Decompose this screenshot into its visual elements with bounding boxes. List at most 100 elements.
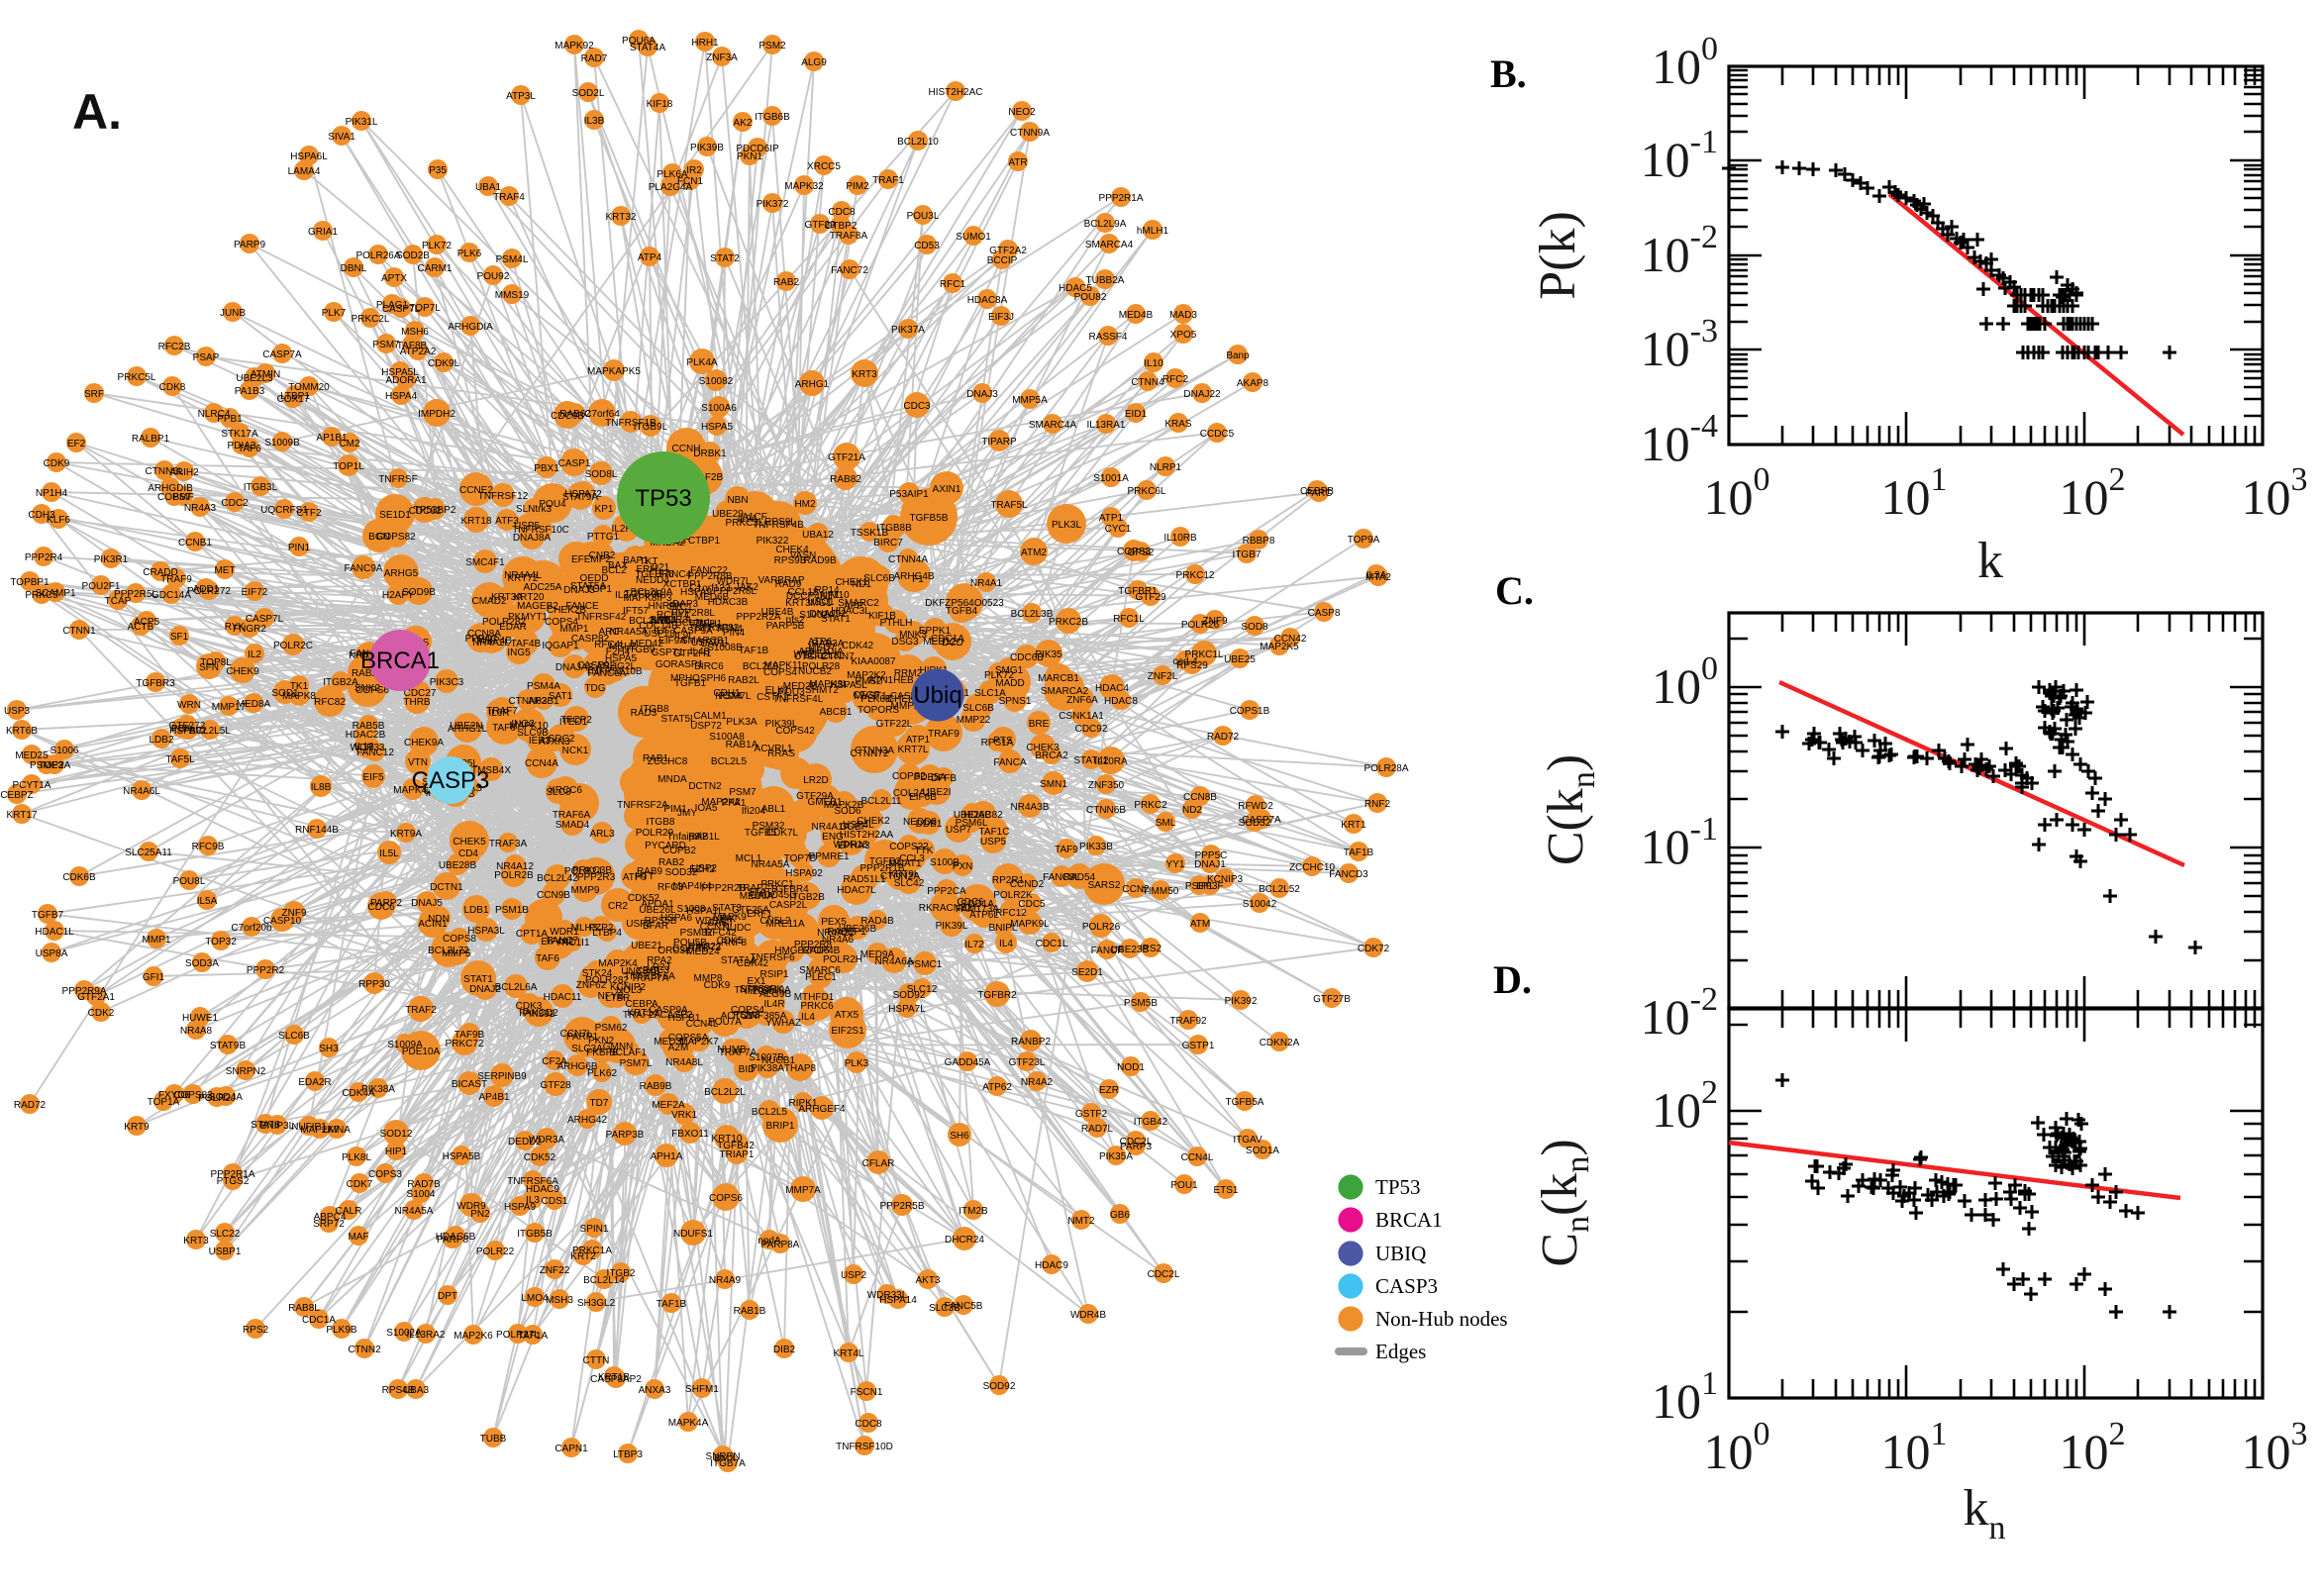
svg-text:STAT2: STAT2 (710, 253, 740, 264)
svg-text:ATXN3: ATXN3 (539, 737, 570, 748)
svg-text:CEBPA: CEBPA (625, 999, 657, 1010)
svg-text:ARHGEF4: ARHGEF4 (798, 1104, 846, 1115)
svg-text:NFYB: NFYB (598, 991, 625, 1002)
svg-text:SDC2: SDC2 (549, 734, 575, 745)
svg-text:COPS6: COPS6 (709, 1193, 743, 1204)
svg-text:CN5L2: CN5L2 (759, 916, 791, 927)
svg-text:RAB3A: RAB3A (812, 639, 845, 649)
svg-text:IL8B: IL8B (311, 782, 332, 793)
svg-text:S1009B: S1009B (264, 438, 300, 449)
svg-text:CCN8B: CCN8B (1183, 792, 1217, 803)
svg-text:HDAC82: HDAC82 (963, 810, 1003, 821)
svg-text:ATP1: ATP1 (1099, 513, 1124, 524)
svg-text:UBE29: UBE29 (712, 509, 744, 520)
svg-text:CTNN5L: CTNN5L (146, 466, 184, 477)
svg-text:PARC: PARC (1305, 488, 1332, 499)
svg-text:FCN1: FCN1 (677, 176, 704, 187)
svg-text:CDK72: CDK72 (1358, 944, 1390, 954)
svg-text:S100A6: S100A6 (701, 403, 737, 414)
svg-text:MAP2K6: MAP2K6 (454, 1331, 493, 1342)
svg-text:STP53RK: STP53RK (740, 984, 784, 995)
svg-text:MSH3: MSH3 (546, 1295, 573, 1306)
svg-text:RTN4: RTN4 (717, 624, 743, 635)
svg-text:WDR3A: WDR3A (529, 1135, 564, 1146)
svg-text:PPP2R1A: PPP2R1A (210, 1169, 254, 1180)
svg-text:MED24: MED24 (686, 947, 720, 957)
svg-text:APH1A: APH1A (651, 1151, 683, 1162)
svg-text:PRKC72: PRKC72 (446, 1039, 484, 1049)
svg-text:USP2: USP2 (691, 863, 718, 874)
svg-text:RAB5B: RAB5B (353, 721, 385, 732)
svg-text:SOD8: SOD8 (1241, 622, 1268, 633)
svg-text:A2M: A2M (668, 1043, 689, 1053)
svg-text:KCNIP2: KCNIP2 (610, 982, 647, 993)
svg-text:10-1: 10-1 (1641, 124, 1718, 187)
svg-text:ARL3: ARL3 (589, 829, 614, 840)
svg-text:RP14: RP14 (814, 585, 839, 596)
svg-text:IL2RG: IL2RG (612, 524, 641, 535)
svg-text:RFWD2: RFWD2 (1238, 801, 1273, 812)
svg-text:GDC14A: GDC14A (152, 590, 191, 601)
svg-text:PLK3L: PLK3L (1052, 520, 1081, 531)
svg-text:NDUFS1: NDUFS1 (673, 1229, 713, 1240)
svg-text:TOP1L: TOP1L (333, 461, 364, 472)
svg-text:BNIPL: BNIPL (989, 923, 1018, 934)
svg-text:TOP8L: TOP8L (200, 657, 232, 668)
svg-text:FANC8L: FANC8L (1043, 872, 1080, 883)
svg-text:TGFBR5: TGFBR5 (635, 569, 674, 580)
svg-text:PPA1: PPA1 (722, 798, 747, 809)
svg-text:SLC8: SLC8 (546, 787, 570, 798)
svg-text:SOD2L: SOD2L (572, 88, 605, 99)
svg-text:KIAA0087: KIAA0087 (851, 656, 895, 667)
svg-text:CDC3: CDC3 (903, 401, 931, 412)
svg-text:EZR: EZR (1099, 1085, 1119, 1096)
svg-text:CDKN2A: CDKN2A (1260, 1038, 1300, 1048)
svg-text:NEDD4: NEDD4 (636, 575, 669, 586)
svg-text:GSTP1: GSTP1 (1182, 1041, 1215, 1051)
svg-text:IL13RA1: IL13RA1 (1087, 420, 1126, 431)
svg-text:BCL2L5: BCL2L5 (711, 756, 748, 767)
svg-text:GSTF2: GSTF2 (1075, 1109, 1108, 1120)
svg-text:LTBP4: LTBP4 (592, 928, 622, 939)
svg-text:CHEK9A: CHEK9A (404, 738, 444, 748)
svg-text:EX1: EX1 (748, 976, 766, 987)
svg-text:TP53: TP53 (1375, 1175, 1421, 1199)
svg-text:TRAF9: TRAF9 (160, 574, 192, 585)
svg-text:RFC1: RFC1 (940, 279, 966, 290)
svg-text:CCN7L: CCN7L (560, 1029, 593, 1040)
svg-text:PIK392: PIK392 (523, 1009, 556, 1020)
svg-text:STAT5L: STAT5L (660, 714, 696, 725)
svg-text:EZH2: EZH2 (689, 864, 715, 875)
svg-text:PLK6: PLK6 (457, 249, 482, 259)
svg-text:HSPA92: HSPA92 (785, 868, 823, 879)
svg-text:CASP1: CASP1 (558, 458, 591, 469)
svg-text:PIK31L: PIK31L (346, 117, 378, 128)
svg-text:FANC6A: FANC6A (588, 668, 627, 679)
svg-text:GTF272: GTF272 (169, 721, 206, 732)
svg-text:TTK: TTK (915, 846, 934, 856)
svg-text:PRKC3B: PRKC3B (572, 865, 612, 876)
svg-text:CASP7L: CASP7L (382, 304, 421, 315)
svg-text:TGFB5A: TGFB5A (1226, 1097, 1264, 1108)
svg-text:RAB1B: RAB1B (734, 1306, 766, 1317)
svg-text:MAPK9L: MAPK9L (1010, 919, 1050, 930)
svg-text:GPS2: GPS2 (1128, 548, 1155, 558)
svg-text:TRAF3A: TRAF3A (489, 839, 528, 849)
svg-text:TFCP2: TFCP2 (560, 715, 592, 726)
svg-text:F2H4: F2H4 (606, 647, 631, 657)
svg-text:USO1: USO1 (807, 597, 835, 608)
svg-text:TP53BP2: TP53BP2 (414, 505, 456, 516)
svg-text:CDK6B: CDK6B (62, 872, 96, 883)
svg-text:PSM7: PSM7 (729, 787, 757, 798)
svg-text:PSM1B: PSM1B (495, 905, 529, 916)
svg-text:ATP6L: ATP6L (969, 910, 999, 921)
svg-text:PPP5C: PPP5C (1195, 850, 1228, 861)
svg-text:KRT3: KRT3 (785, 598, 811, 609)
svg-text:CASP8: CASP8 (1308, 608, 1341, 619)
svg-text:CTBP1: CTBP1 (688, 536, 721, 547)
svg-text:CM2: CM2 (339, 439, 360, 449)
svg-text:GRIA1: GRIA1 (308, 227, 338, 238)
svg-text:CDK2: CDK2 (88, 1008, 115, 1019)
svg-text:TOP9A: TOP9A (1348, 535, 1380, 546)
svg-text:SMN1: SMN1 (1040, 779, 1067, 790)
